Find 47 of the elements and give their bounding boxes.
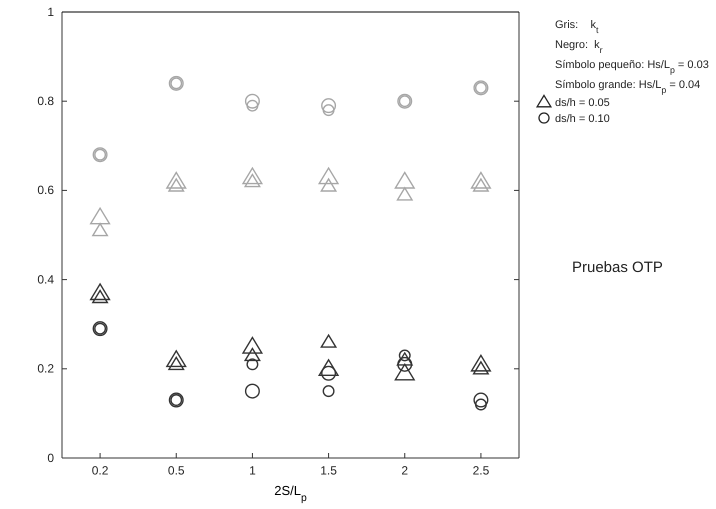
point <box>244 384 260 399</box>
text: Símbolo grande: Hs/L$_{p}$ = 0.04 <box>555 79 700 95</box>
point <box>322 104 335 116</box>
x-tick-label: 2.5 <box>472 464 490 478</box>
point <box>396 352 413 366</box>
point <box>318 359 339 376</box>
point <box>474 398 487 410</box>
y-tick-label: 0.4 <box>37 272 54 286</box>
y-tick-label: 0 <box>47 450 54 465</box>
point <box>90 207 110 224</box>
point <box>394 172 415 189</box>
point <box>321 98 336 114</box>
x-tick-label: 1.5 <box>320 464 338 478</box>
text: Negro: k$_{r}$ <box>555 39 603 55</box>
x-tick-label: 0.2 <box>92 464 109 478</box>
point <box>394 364 415 380</box>
point <box>318 167 339 184</box>
point <box>92 222 108 236</box>
y-tick-label: 1 <box>47 4 54 19</box>
y-tick-label: 0.2 <box>37 362 54 376</box>
point <box>246 358 258 370</box>
x-tick-label: 0.5 <box>168 464 185 478</box>
point <box>166 172 186 189</box>
point <box>166 350 186 368</box>
x-tick-label: 1 <box>249 464 256 478</box>
point <box>320 178 337 192</box>
y-tick-label: 0.6 <box>37 183 54 198</box>
x-axis-title: 2S/L$_{p}$ <box>274 483 307 504</box>
point <box>473 392 488 408</box>
text: ds/h = 0.05 <box>555 97 610 109</box>
x-tick-label: 2 <box>401 464 408 478</box>
point <box>320 334 337 348</box>
text: Gris: k$_{t}$ <box>555 19 599 35</box>
point <box>244 94 260 109</box>
text: ds/h = 0.10 <box>555 113 610 125</box>
point <box>90 283 110 300</box>
point <box>470 354 491 372</box>
point <box>246 100 258 112</box>
point <box>396 187 413 201</box>
point <box>470 172 491 189</box>
y-tick-label: 0.8 <box>37 94 54 108</box>
point <box>242 167 262 184</box>
point <box>322 385 335 398</box>
point <box>244 348 260 362</box>
text: Símbolo pequeño: Hs/L$_{p}$ = 0.03 <box>555 59 709 75</box>
text: Pruebas OTP <box>572 259 663 276</box>
point <box>242 336 262 354</box>
